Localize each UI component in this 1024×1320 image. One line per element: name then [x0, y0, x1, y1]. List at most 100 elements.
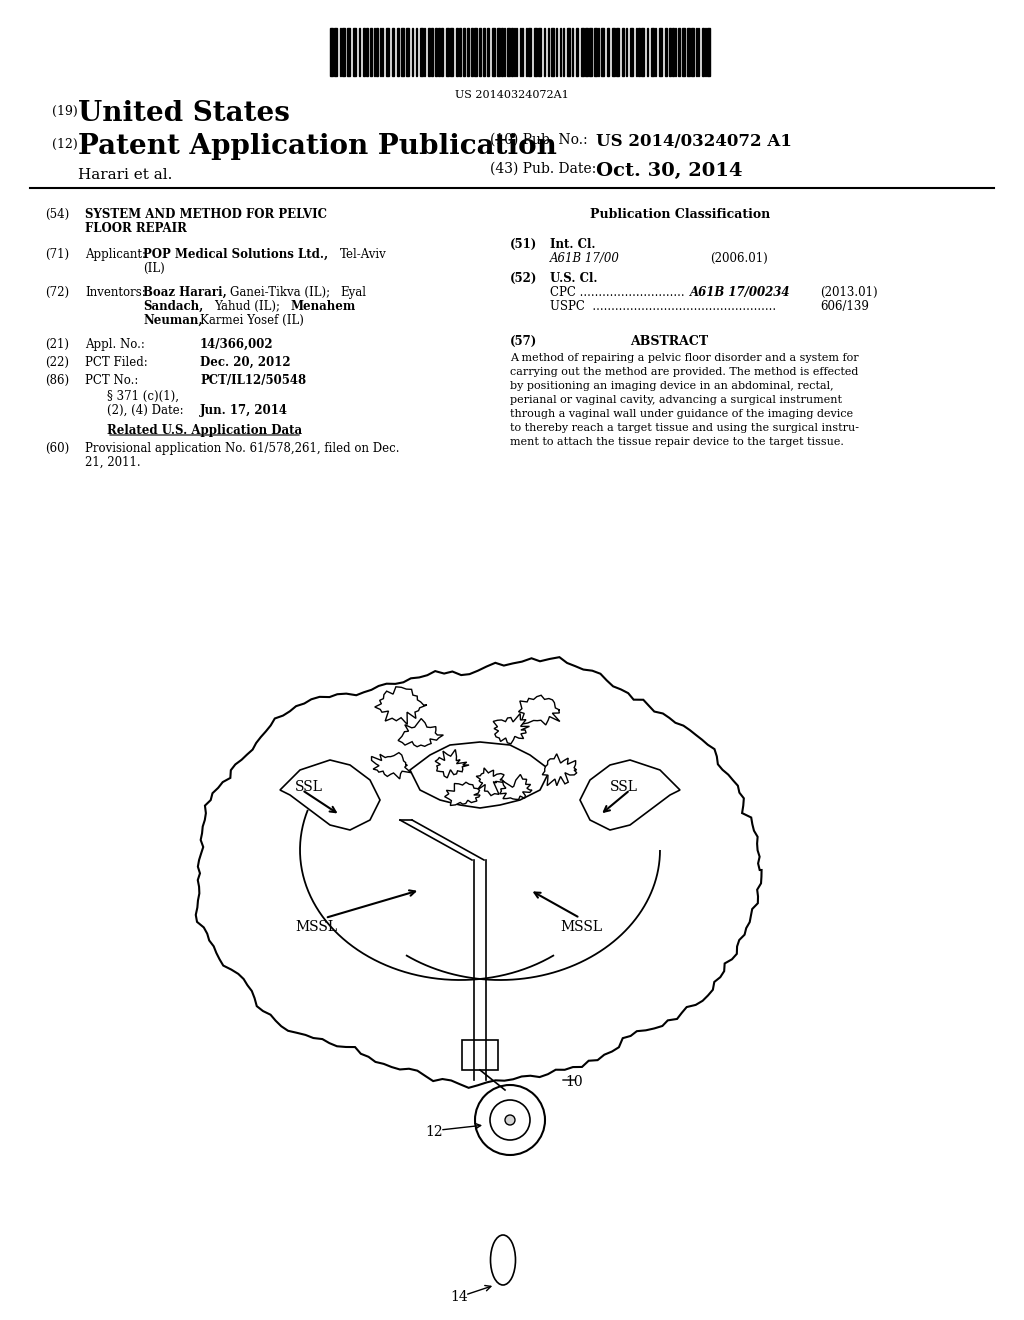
Bar: [551, 28, 554, 77]
Text: 21, 2011.: 21, 2011.: [85, 455, 140, 469]
Bar: [463, 28, 465, 77]
PathPatch shape: [410, 742, 550, 808]
PathPatch shape: [398, 718, 443, 747]
Text: US 2014/0324072 A1: US 2014/0324072 A1: [596, 133, 792, 150]
Bar: [392, 28, 394, 77]
Bar: [330, 28, 333, 77]
Ellipse shape: [490, 1236, 515, 1284]
Text: A method of repairing a pelvic floor disorder and a system for
carrying out the : A method of repairing a pelvic floor dis…: [510, 352, 859, 447]
PathPatch shape: [580, 760, 680, 830]
Bar: [401, 28, 404, 77]
Text: (22): (22): [45, 356, 69, 370]
Text: 14/366,002: 14/366,002: [200, 338, 273, 351]
Bar: [420, 28, 423, 77]
Bar: [622, 28, 624, 77]
PathPatch shape: [375, 686, 427, 725]
Bar: [538, 28, 541, 77]
Circle shape: [490, 1100, 530, 1140]
Bar: [342, 28, 345, 77]
PathPatch shape: [494, 714, 529, 743]
Text: (2006.01): (2006.01): [710, 252, 768, 265]
PathPatch shape: [372, 752, 412, 779]
Text: Publication Classification: Publication Classification: [590, 209, 770, 220]
Bar: [691, 28, 694, 77]
Text: FLOOR REPAIR: FLOOR REPAIR: [85, 222, 186, 235]
Text: (12): (12): [52, 139, 78, 150]
PathPatch shape: [543, 754, 577, 785]
Bar: [638, 28, 640, 77]
Text: (57): (57): [510, 335, 538, 348]
Bar: [607, 28, 609, 77]
Text: CPC ............................: CPC ............................: [550, 286, 685, 300]
Text: United States: United States: [78, 100, 290, 127]
Text: 12: 12: [425, 1125, 442, 1139]
Bar: [334, 28, 337, 77]
Bar: [492, 28, 495, 77]
Bar: [665, 28, 667, 77]
Text: Karmei Yosef (IL): Karmei Yosef (IL): [200, 314, 304, 327]
Text: SSL: SSL: [610, 780, 638, 795]
Text: (60): (60): [45, 442, 70, 455]
Bar: [483, 28, 485, 77]
Bar: [450, 28, 453, 77]
Text: A61B 17/00: A61B 17/00: [550, 252, 620, 265]
Text: Appl. No.:: Appl. No.:: [85, 338, 144, 351]
Text: Neuman,: Neuman,: [143, 314, 203, 327]
Bar: [687, 28, 690, 77]
Text: Jun. 17, 2014: Jun. 17, 2014: [200, 404, 288, 417]
Bar: [585, 28, 588, 77]
Bar: [428, 28, 430, 77]
Text: Related U.S. Application Data: Related U.S. Application Data: [106, 424, 302, 437]
Text: PCT/IL12/50548: PCT/IL12/50548: [200, 374, 306, 387]
Text: (2), (4) Date:: (2), (4) Date:: [106, 404, 183, 417]
Bar: [612, 28, 615, 77]
Text: Inventors:: Inventors:: [85, 286, 145, 300]
Text: MSSL: MSSL: [295, 920, 337, 935]
PathPatch shape: [435, 750, 469, 777]
Bar: [435, 28, 437, 77]
PathPatch shape: [444, 783, 480, 805]
Bar: [471, 28, 473, 77]
Text: USPC  .................................................: USPC ...................................…: [550, 300, 776, 313]
Text: Eyal: Eyal: [340, 286, 366, 300]
Text: Boaz Harari,: Boaz Harari,: [143, 286, 226, 300]
Bar: [456, 28, 458, 77]
Text: (IL): (IL): [143, 261, 165, 275]
Bar: [630, 28, 633, 77]
Bar: [406, 28, 409, 77]
Text: PCT Filed:: PCT Filed:: [85, 356, 147, 370]
Bar: [534, 28, 537, 77]
Bar: [462, 1040, 498, 1071]
Bar: [487, 28, 489, 77]
Text: Yahud (IL);: Yahud (IL);: [214, 300, 280, 313]
Text: SSL: SSL: [295, 780, 323, 795]
Bar: [397, 28, 399, 77]
Text: (19): (19): [52, 106, 78, 117]
Bar: [581, 28, 584, 77]
Bar: [501, 28, 503, 77]
Text: PCT No.:: PCT No.:: [85, 374, 138, 387]
Bar: [431, 28, 433, 77]
Bar: [641, 28, 644, 77]
Bar: [651, 28, 654, 77]
Text: (21): (21): [45, 338, 69, 351]
Bar: [446, 28, 449, 77]
Bar: [474, 28, 477, 77]
Bar: [370, 28, 372, 77]
Text: Int. Cl.: Int. Cl.: [550, 238, 596, 251]
Bar: [353, 28, 356, 77]
Bar: [347, 28, 350, 77]
Text: Tel-Aviv: Tel-Aviv: [340, 248, 387, 261]
Bar: [366, 28, 368, 77]
Bar: [616, 28, 618, 77]
Text: Harari et al.: Harari et al.: [78, 168, 172, 182]
Text: POP Medical Solutions Ltd.,: POP Medical Solutions Ltd.,: [143, 248, 328, 261]
Text: (71): (71): [45, 248, 70, 261]
Text: Oct. 30, 2014: Oct. 30, 2014: [596, 162, 742, 180]
Text: § 371 (c)(1),: § 371 (c)(1),: [106, 389, 179, 403]
Bar: [682, 28, 685, 77]
PathPatch shape: [476, 768, 505, 796]
PathPatch shape: [500, 775, 532, 800]
PathPatch shape: [280, 760, 380, 830]
Text: MSSL: MSSL: [560, 920, 602, 935]
